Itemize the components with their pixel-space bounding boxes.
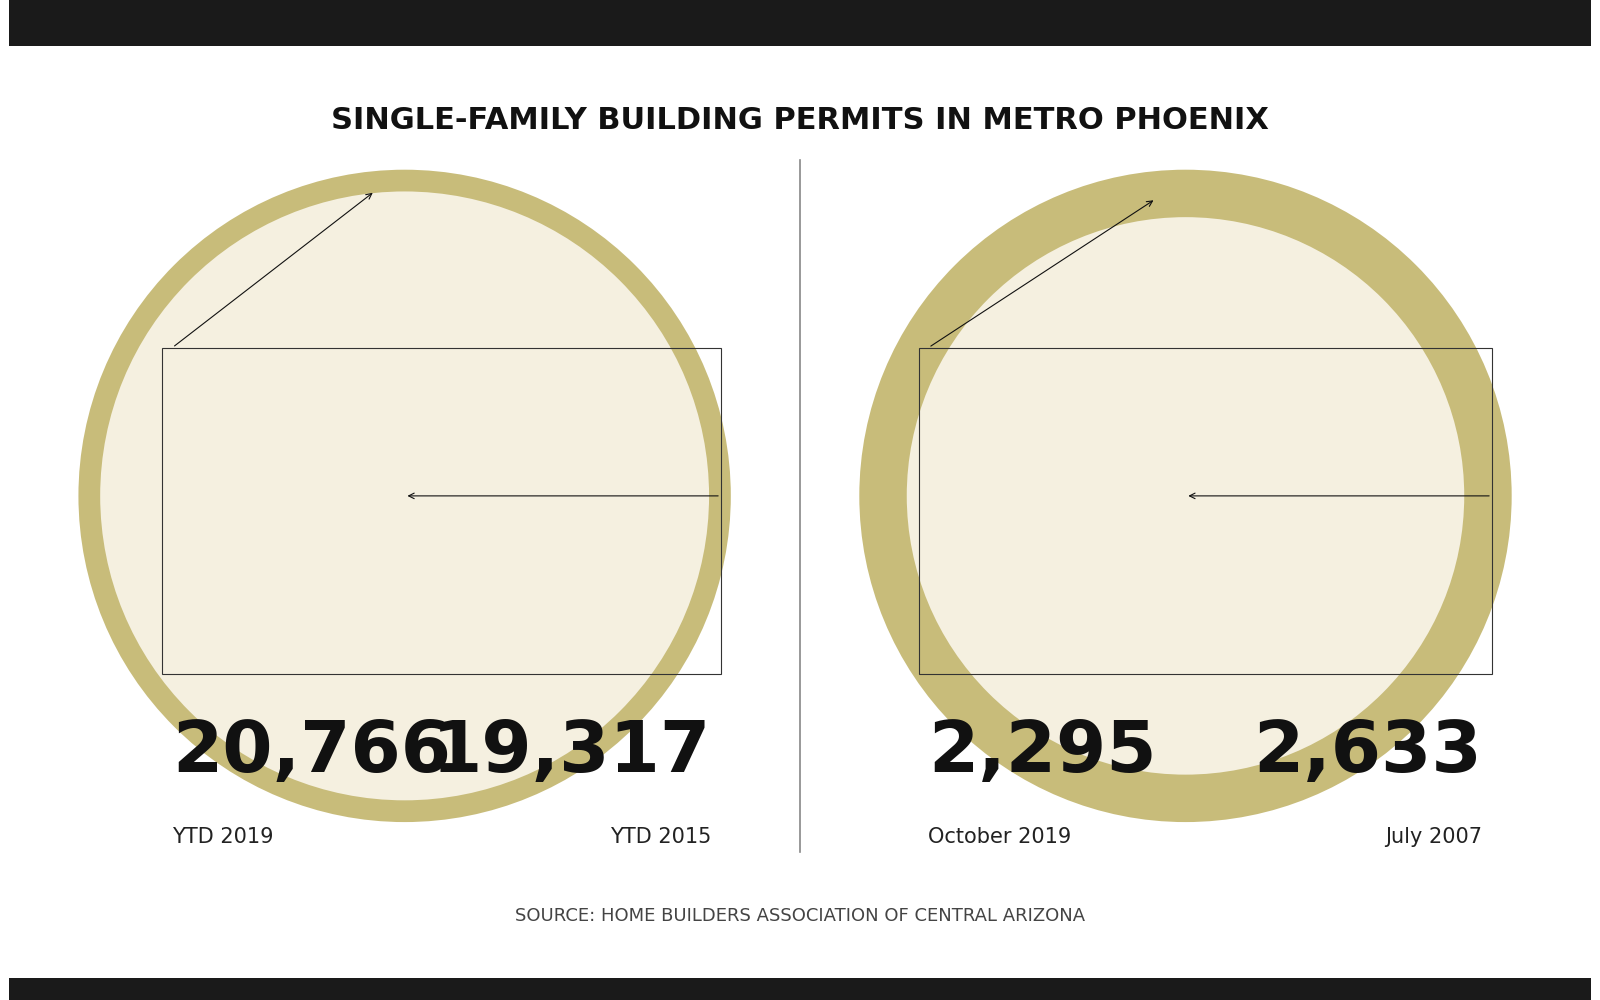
Bar — [163, 348, 722, 674]
FancyBboxPatch shape — [10, 0, 1590, 46]
Text: SOURCE: HOME BUILDERS ASSOCIATION OF CENTRAL ARIZONA: SOURCE: HOME BUILDERS ASSOCIATION OF CEN… — [515, 907, 1085, 925]
Text: 20,766: 20,766 — [173, 718, 451, 787]
Text: YTD 2015: YTD 2015 — [610, 827, 710, 847]
Text: 2,295: 2,295 — [928, 718, 1157, 787]
Circle shape — [859, 170, 1512, 822]
Text: 19,317: 19,317 — [432, 718, 710, 787]
Text: SINGLE-FAMILY BUILDING PERMITS IN METRO PHOENIX: SINGLE-FAMILY BUILDING PERMITS IN METRO … — [331, 106, 1269, 135]
FancyBboxPatch shape — [10, 978, 1590, 1000]
Text: October 2019: October 2019 — [928, 827, 1072, 847]
Text: YTD 2019: YTD 2019 — [173, 827, 274, 847]
Bar — [918, 348, 1491, 674]
Text: 2,633: 2,633 — [1253, 718, 1482, 787]
Circle shape — [907, 217, 1464, 775]
Circle shape — [78, 170, 731, 822]
Circle shape — [101, 191, 709, 800]
Text: July 2007: July 2007 — [1386, 827, 1482, 847]
